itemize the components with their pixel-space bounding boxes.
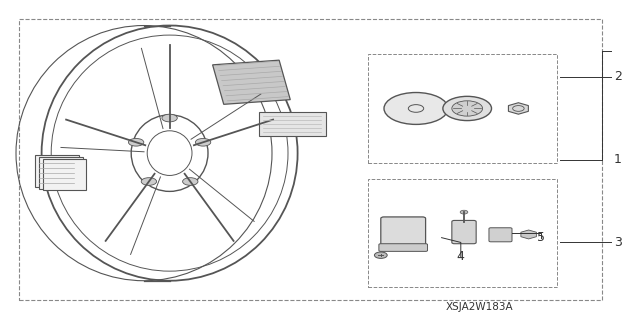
Circle shape: [452, 101, 483, 116]
Text: 4: 4: [457, 250, 465, 263]
Bar: [368, 179, 557, 287]
Circle shape: [374, 252, 387, 258]
Text: 2: 2: [614, 70, 621, 83]
FancyBboxPatch shape: [489, 228, 512, 242]
FancyBboxPatch shape: [452, 220, 476, 244]
Text: 3: 3: [614, 236, 621, 249]
Circle shape: [195, 138, 211, 146]
Circle shape: [443, 96, 492, 121]
FancyBboxPatch shape: [381, 217, 426, 247]
FancyBboxPatch shape: [43, 159, 86, 190]
Circle shape: [162, 114, 177, 122]
FancyBboxPatch shape: [212, 60, 291, 104]
FancyBboxPatch shape: [379, 244, 428, 251]
Bar: [19, 19, 602, 300]
Text: XSJA2W183A: XSJA2W183A: [446, 302, 514, 312]
Circle shape: [141, 178, 157, 185]
Bar: [368, 54, 557, 163]
Text: 1: 1: [614, 153, 621, 166]
FancyBboxPatch shape: [259, 112, 326, 136]
Circle shape: [384, 93, 448, 124]
FancyBboxPatch shape: [35, 155, 79, 187]
Circle shape: [129, 138, 144, 146]
FancyBboxPatch shape: [39, 157, 83, 189]
Circle shape: [460, 210, 468, 214]
Text: 5: 5: [537, 231, 545, 244]
Circle shape: [182, 178, 198, 185]
